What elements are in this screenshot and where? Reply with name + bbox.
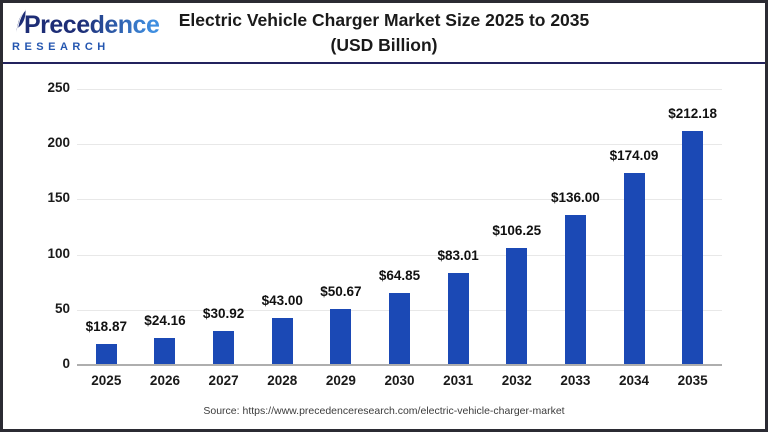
x-axis-tick-label: 2031 — [443, 373, 474, 388]
bar — [154, 338, 176, 364]
gridline — [77, 144, 722, 146]
x-axis-line — [77, 364, 722, 366]
bar-value-label: $83.01 — [437, 248, 479, 264]
x-axis-tick-label: 2030 — [384, 373, 415, 388]
x-axis-tick-label: 2035 — [677, 373, 708, 388]
bar-value-label: $18.87 — [85, 319, 127, 335]
bar-value-label: $24.16 — [144, 313, 186, 329]
x-axis-tick-label: 2026 — [149, 373, 180, 388]
x-axis-tick-label: 2032 — [501, 373, 532, 388]
bar-value-label: $136.00 — [551, 189, 600, 205]
bar — [389, 293, 410, 364]
header: Precedence RESEARCH Electric Vehicle Cha… — [0, 0, 768, 64]
x-axis-tick-label: 2034 — [619, 373, 650, 388]
bar-value-label: $212.18 — [668, 105, 718, 121]
bar-value-label: $30.92 — [202, 305, 245, 321]
bar — [271, 317, 293, 364]
chart-title-line2: (USD Billion) — [330, 35, 438, 55]
x-axis-tick-label: 2027 — [208, 373, 239, 388]
bar — [623, 172, 645, 364]
chart-title-line1: Electric Vehicle Charger Market Size 202… — [178, 10, 590, 30]
gridline — [77, 254, 722, 256]
x-axis-tick-label: 2029 — [325, 373, 356, 388]
y-axis-tick-label: 150 — [47, 190, 70, 206]
bar — [506, 247, 528, 364]
y-axis-tick-label: 0 — [62, 356, 70, 371]
bar — [682, 130, 704, 364]
x-axis-tick-label: 2025 — [91, 373, 122, 388]
brand-name: Precedence — [24, 11, 160, 39]
brand-logo: Precedence RESEARCH — [12, 9, 160, 53]
bar-value-label: $64.85 — [378, 268, 421, 284]
bar-value-label: $43.00 — [261, 292, 303, 308]
y-axis-tick-label: 250 — [47, 80, 70, 95]
source-attribution: Source: https://www.precedenceresearch.c… — [203, 405, 565, 417]
bar-value-label: $106.25 — [492, 222, 542, 238]
bar — [330, 309, 352, 364]
bar — [95, 344, 117, 364]
y-axis-tick-label: 100 — [47, 245, 70, 261]
x-axis-tick-label: 2028 — [267, 373, 298, 388]
x-axis-tick-label: 2033 — [560, 373, 591, 388]
bar — [213, 330, 235, 364]
gridline — [77, 89, 722, 90]
y-axis-tick-label: 200 — [47, 135, 70, 151]
gridline — [77, 199, 722, 201]
bar-value-label: $50.67 — [320, 284, 362, 300]
brand-subtitle: RESEARCH — [12, 41, 110, 53]
leaf-icon — [12, 9, 26, 39]
bar — [564, 214, 586, 364]
y-axis-tick-label: 50 — [54, 300, 70, 316]
chart-title: Electric Vehicle Charger Market Size 202… — [0, 8, 768, 58]
bar — [447, 273, 469, 364]
bar-value-label: $174.09 — [609, 147, 659, 163]
